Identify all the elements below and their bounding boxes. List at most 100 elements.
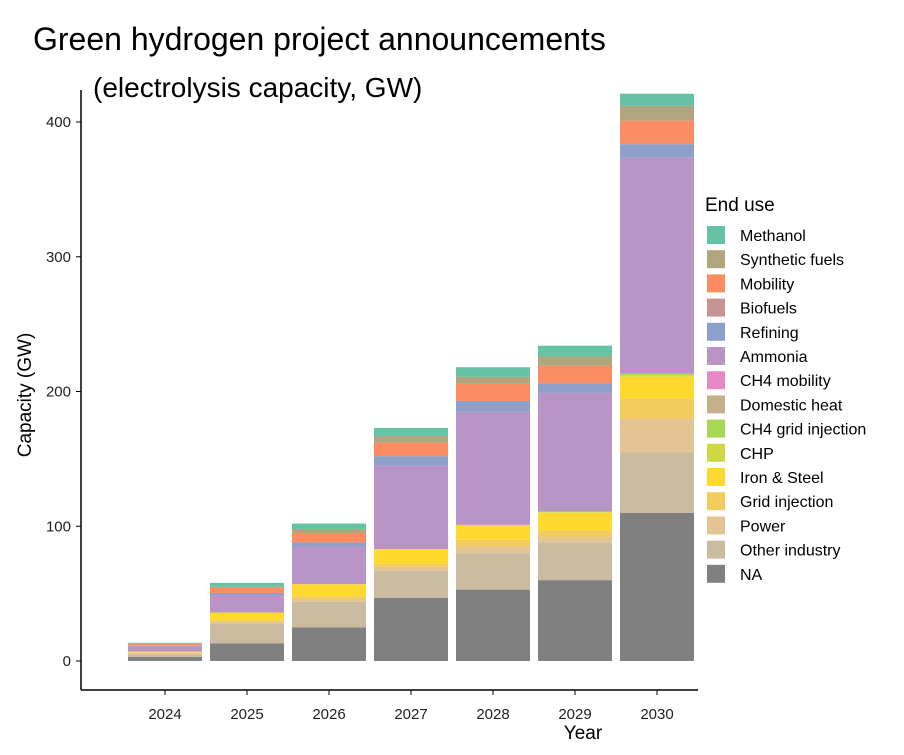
bar-segment-mobility-2026: [292, 532, 366, 543]
legend-label: Methanol: [740, 228, 806, 245]
bar-segment-grid-injection-2024: [128, 652, 202, 653]
bar-segment-na-2026: [292, 627, 366, 661]
bar-segment-other-industry-2026: [292, 601, 366, 628]
bar-segment-na-2030: [620, 512, 694, 661]
bar-segment-iron-steel-2027: [374, 549, 448, 564]
x-tick-label: 2028: [476, 706, 509, 723]
legend-label: Mobility: [740, 276, 794, 293]
bar-segment-na-2024: [128, 656, 202, 661]
bar-segment-iron-steel-2029: [538, 512, 612, 531]
x-tick-label: 2024: [148, 706, 181, 723]
y-ticks: 0 100 200 300 400: [46, 114, 81, 670]
legend-label: NA: [740, 567, 763, 584]
y-tick-label: 300: [46, 249, 71, 266]
bar-segment-methanol-2030: [620, 93, 694, 106]
legend-label: CHP: [740, 446, 774, 463]
bar-segment-iron-steel-2025: [210, 612, 284, 620]
chart-title: Green hydrogen project announcements: [33, 21, 606, 57]
bar-segment-methanol-2027: [374, 427, 448, 436]
bar-segment-mobility-2029: [538, 365, 612, 384]
bar-segment-grid-injection-2025: [210, 619, 284, 622]
x-ticks: 2024 2025 2026 2027 2028 2029 2030: [148, 690, 674, 723]
legend-label: Grid injection: [740, 494, 833, 511]
bar-segment-mobility-2028: [456, 383, 530, 401]
legend: Methanol Synthetic fuels Mobility Biofuels R…: [707, 226, 866, 584]
bar-segment-iron-steel-2024: [128, 651, 202, 653]
bar-segment-methanol-2026: [292, 523, 366, 529]
bar-segment-power-2029: [538, 537, 612, 543]
bar-segment-iron-steel-2026: [292, 584, 366, 597]
bar-segment-ch4-mobility-2030: [620, 373, 694, 374]
bar-segment-mobility-2024: [128, 643, 202, 646]
legend-swatch: [707, 468, 725, 486]
bar-segment-ammonia-2025: [210, 594, 284, 613]
bar-segment-power-2030: [620, 418, 694, 453]
legend-label: Power: [740, 518, 786, 535]
bar-segment-power-2027: [374, 566, 448, 571]
bar-segment-grid-injection-2026: [292, 596, 366, 600]
bar-segment-methanol-2029: [538, 345, 612, 357]
bar-segment-biofuels-2030: [620, 143, 694, 145]
bar-segment-na-2029: [538, 580, 612, 661]
bar-segment-chp-2029: [538, 512, 612, 513]
legend-swatch: [707, 540, 725, 559]
bar-segment-ammonia-2030: [620, 157, 694, 374]
bar-segment-ammonia-2028: [456, 411, 530, 525]
bar-segment-na-2028: [456, 589, 530, 661]
bar-segment-grid-injection-2028: [456, 539, 530, 547]
bar-segment-other-industry-2029: [538, 542, 612, 581]
legend-swatch: [707, 516, 725, 535]
bar-segment-refining-2030: [620, 144, 694, 158]
bar-segment-power-2028: [456, 546, 530, 554]
bar-segment-refining-2028: [456, 400, 530, 412]
legend-label: Biofuels: [740, 301, 797, 318]
bar-segment-ammonia-2029: [538, 392, 612, 512]
x-axis-label: Year: [564, 723, 603, 744]
legend-swatch: [707, 419, 725, 438]
legend-swatch: [707, 250, 725, 269]
legend-swatch: [707, 226, 725, 244]
legend-label: Refining: [740, 325, 799, 342]
legend-label: CH4 mobility: [740, 373, 831, 390]
bar-segment-ammonia-2024: [128, 646, 202, 652]
bar-segment-synthetic-fuels-2027: [374, 435, 448, 443]
legend-label: Other industry: [740, 543, 840, 560]
bar-segment-na-2025: [210, 643, 284, 661]
bar-segment-power-2024: [128, 652, 202, 655]
bar-segment-other-industry-2024: [128, 654, 202, 657]
bar-segment-refining-2025: [210, 592, 284, 595]
bar-segment-chp-2030: [620, 375, 694, 377]
bars-group: [128, 93, 694, 661]
bar-segment-other-industry-2030: [620, 452, 694, 513]
y-tick-label: 400: [46, 114, 71, 131]
x-tick-label: 2027: [394, 706, 427, 723]
legend-swatch: [707, 443, 725, 462]
y-tick-label: 200: [46, 384, 71, 401]
bar-segment-mobility-2027: [374, 442, 448, 457]
legend-swatch: [707, 322, 725, 341]
bar-segment-grid-injection-2027: [374, 563, 448, 567]
legend-swatch: [707, 395, 725, 414]
bar-segment-refining-2027: [374, 456, 448, 466]
bar-segment-refining-2029: [538, 383, 612, 393]
bar-segment-synthetic-fuels-2026: [292, 528, 366, 533]
legend-swatch: [707, 492, 725, 511]
bar-segment-other-industry-2027: [374, 570, 448, 598]
bar-segment-methanol-2025: [210, 582, 284, 587]
bar-segment-power-2026: [292, 599, 366, 602]
bar-segment-ammonia-2026: [292, 546, 366, 585]
y-tick-label: 100: [46, 518, 71, 535]
bar-segment-mobility-2025: [210, 587, 284, 593]
x-tick-label: 2030: [640, 706, 673, 723]
legend-label: Synthetic fuels: [740, 252, 844, 269]
bar-segment-ch4-grid-injection-2029: [538, 511, 612, 513]
bar-segment-iron-steel-2028: [456, 524, 530, 540]
bar-segment-refining-2026: [292, 542, 366, 547]
x-tick-label: 2026: [312, 706, 345, 723]
y-axis-label: Capacity (GW): [15, 333, 36, 458]
bar-segment-power-2025: [210, 621, 284, 624]
bar-segment-iron-steel-2030: [620, 376, 694, 399]
legend-label: Domestic heat: [740, 397, 843, 414]
bar-segment-methanol-2024: [128, 642, 202, 644]
